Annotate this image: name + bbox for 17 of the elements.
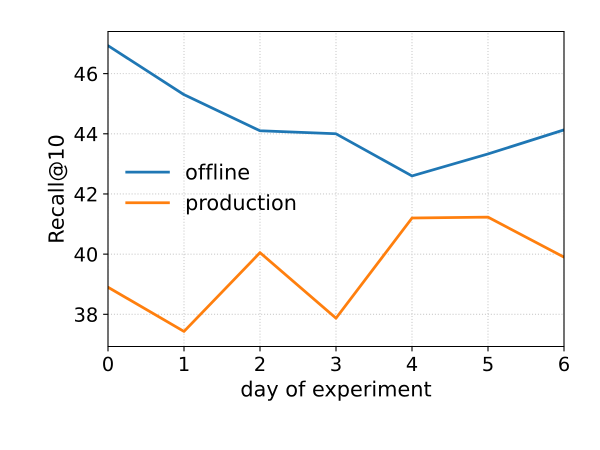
x-tick-label: 2 [255, 356, 264, 371]
x-tick-label: 3 [331, 356, 341, 372]
x-tick-label: 0 [103, 356, 113, 372]
x-axis-title: day of experiment [241, 380, 432, 401]
x-tick-label: 1 [180, 356, 188, 371]
y-tick-label: 38 [75, 307, 97, 322]
x-tick-label: 5 [483, 356, 492, 372]
line-series [108, 216, 564, 333]
legend-label: production [186, 194, 296, 214]
y-axis-title: Recall@10 [48, 136, 68, 242]
legend-label: offline [186, 164, 249, 180]
y-tick-label: 42 [74, 186, 96, 202]
y-tick-label: 40 [74, 247, 97, 262]
x-tick-label: 6 [559, 356, 569, 372]
y-tick-label: 44 [74, 127, 98, 142]
y-tick-label: 46 [74, 66, 98, 82]
x-tick-label: 4 [406, 356, 418, 371]
